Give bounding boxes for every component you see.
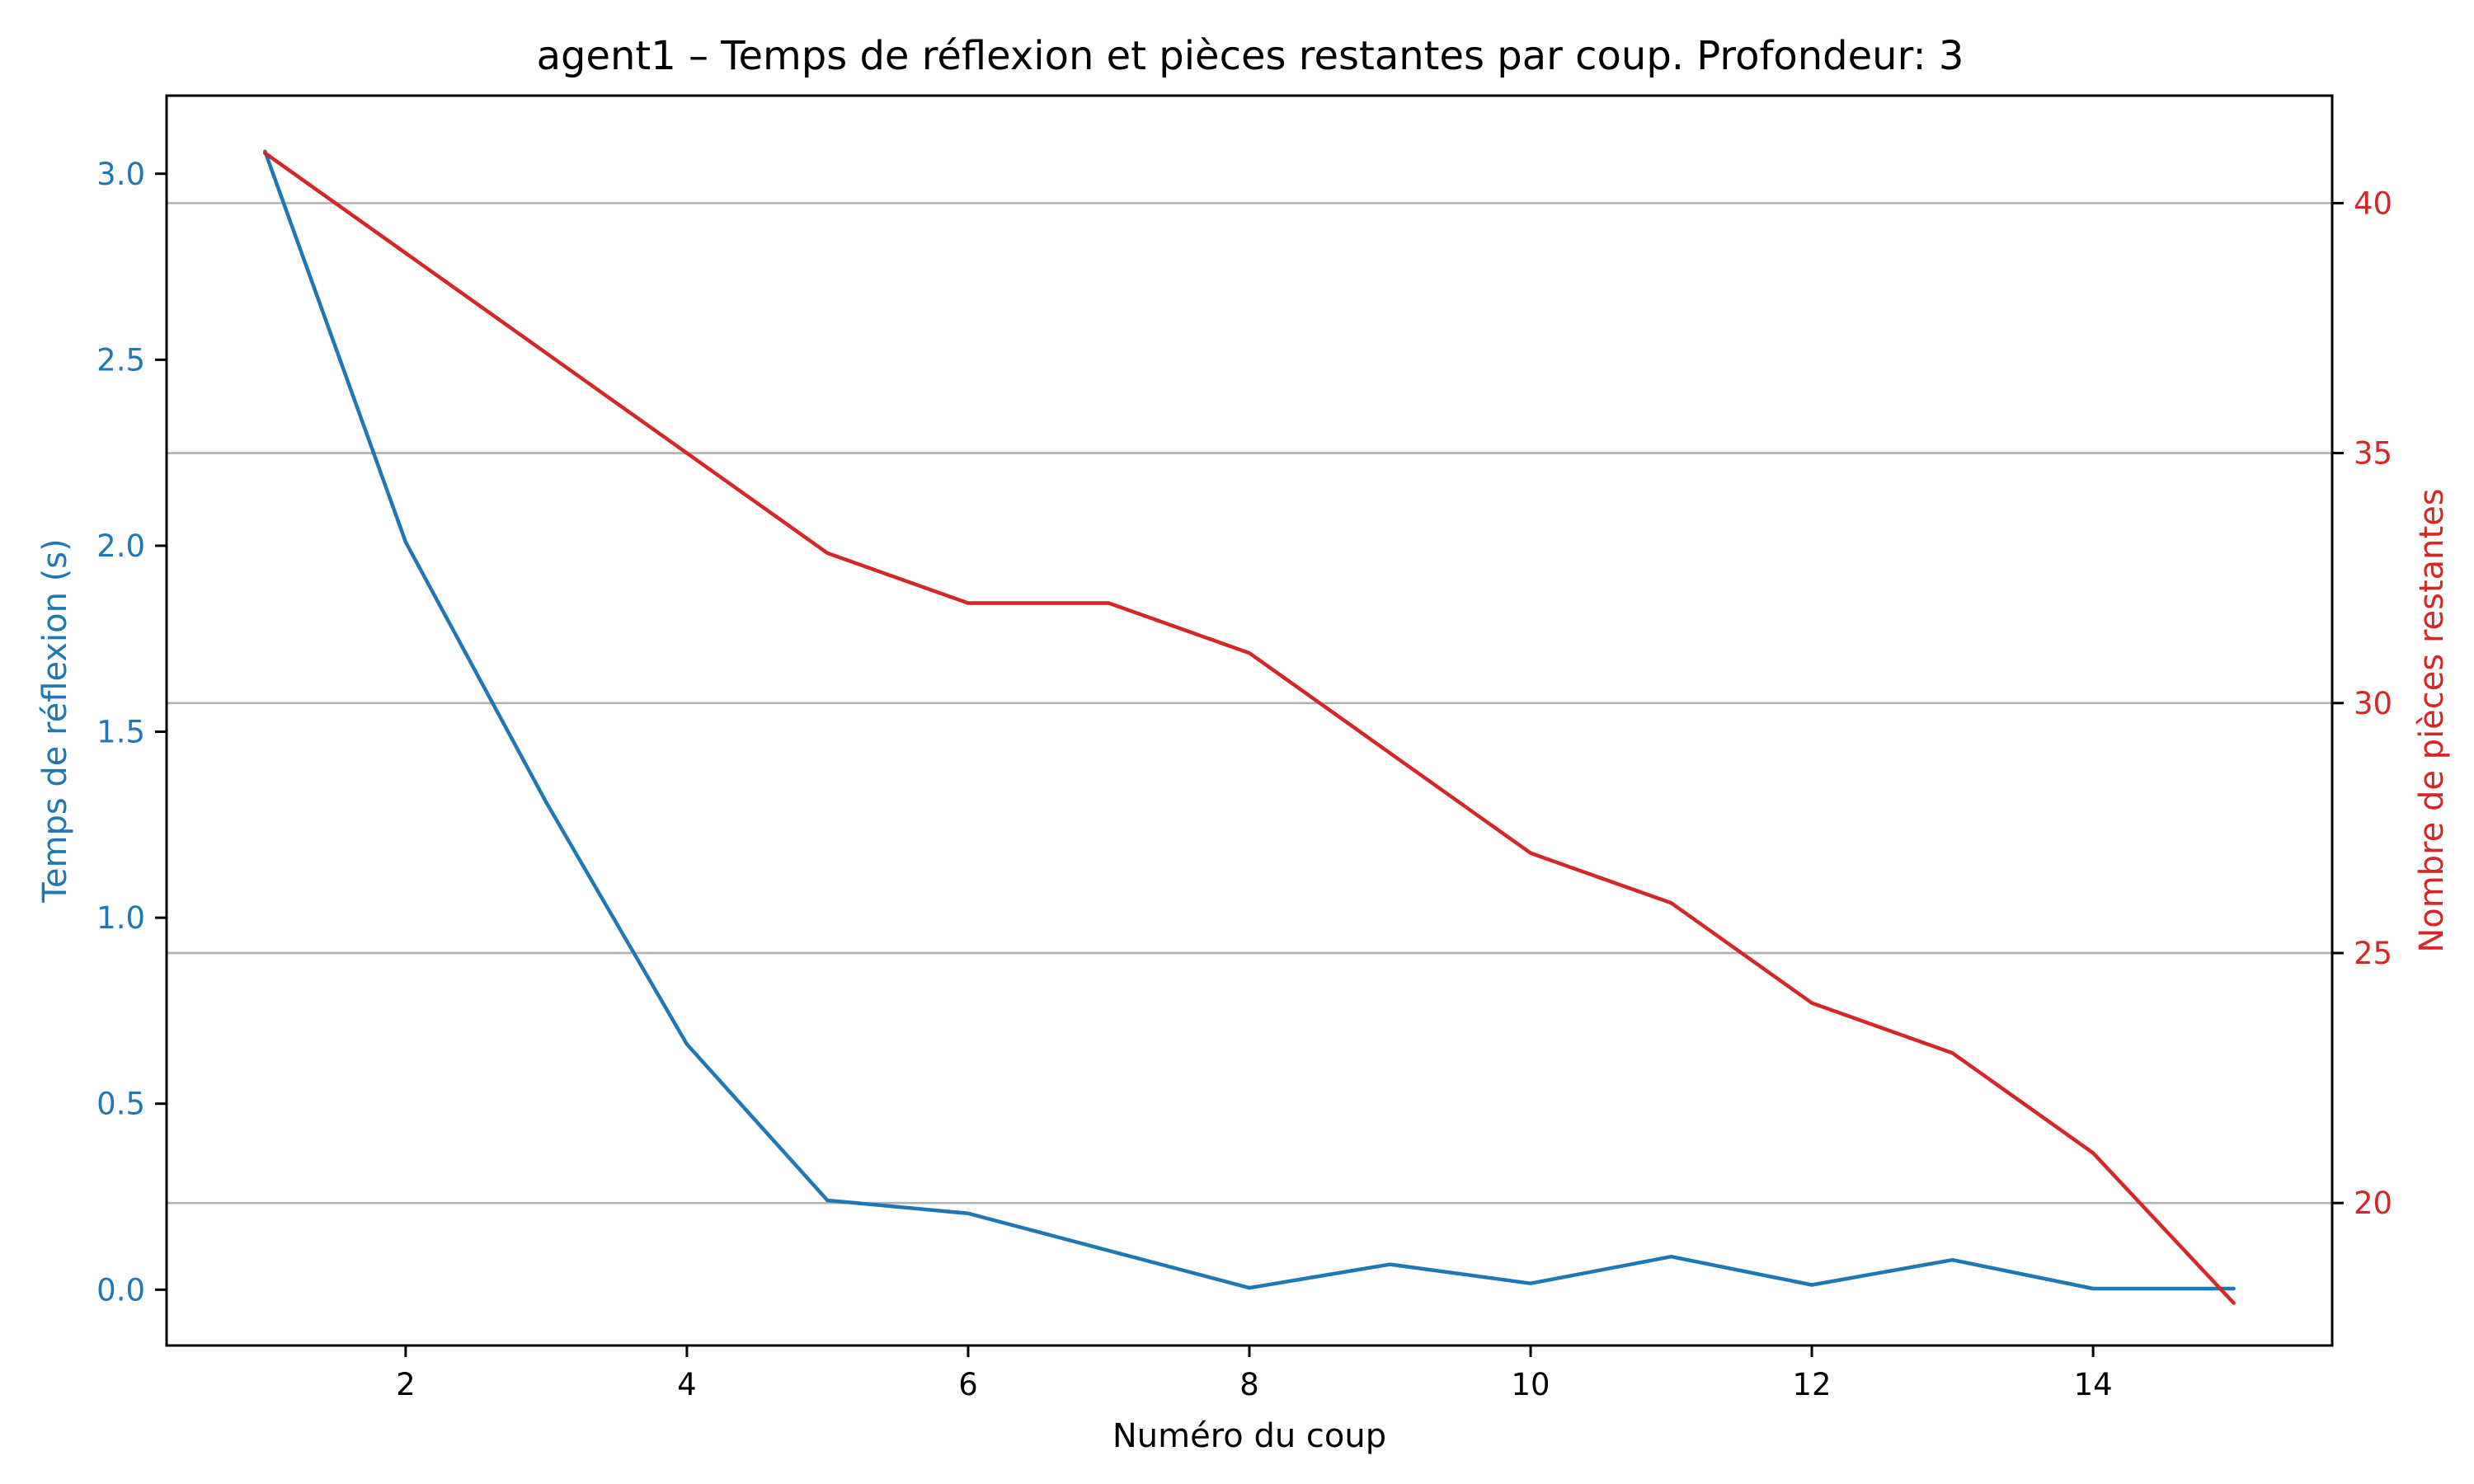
left-tick-label-1.5: 1.5 xyxy=(96,715,145,750)
left-tick-label-0.5: 0.5 xyxy=(96,1087,145,1122)
right-tick-label-25: 25 xyxy=(2354,936,2392,971)
time-point-5 xyxy=(825,1198,830,1203)
series-layer xyxy=(263,149,2236,1305)
right-tick-label-20: 20 xyxy=(2354,1186,2392,1221)
right-axis-label: Nombre de pièces restantes xyxy=(2413,488,2451,952)
time-point-11 xyxy=(1669,1254,1673,1259)
pieces-point-11 xyxy=(1669,901,1673,905)
time-point-14 xyxy=(2091,1286,2095,1291)
time-point-9 xyxy=(1388,1262,1392,1266)
time-point-2 xyxy=(403,540,408,544)
pieces-point-7 xyxy=(1107,601,1111,605)
x-tick-label-4: 4 xyxy=(677,1367,697,1402)
pieces-point-14 xyxy=(2091,1151,2095,1155)
time-point-6 xyxy=(966,1211,971,1216)
right-tick-label-40: 40 xyxy=(2354,186,2392,221)
pieces-point-9 xyxy=(1388,751,1392,755)
time-point-7 xyxy=(1107,1248,1111,1253)
pieces-point-2 xyxy=(403,251,408,256)
pieces-point-4 xyxy=(684,451,689,455)
time-point-12 xyxy=(1809,1283,1814,1287)
time-point-15 xyxy=(2232,1286,2236,1291)
right-tick-label-35: 35 xyxy=(2354,436,2392,472)
right-tick-label-30: 30 xyxy=(2354,686,2392,721)
pieces-point-3 xyxy=(544,351,548,355)
time-point-8 xyxy=(1247,1285,1252,1290)
pieces-point-10 xyxy=(1528,851,1533,855)
left-axis-label: Temps de réflexion (s) xyxy=(36,538,74,904)
x-tick-label-10: 10 xyxy=(1511,1367,1550,1402)
chart-title: agent1 – Temps de réflexion et pièces re… xyxy=(537,33,1964,79)
pieces-point-15 xyxy=(2232,1301,2236,1305)
grid-layer xyxy=(167,202,2332,1205)
pieces-point-6 xyxy=(966,601,971,605)
pieces-point-13 xyxy=(1950,1051,1954,1055)
time-point-4 xyxy=(684,1042,689,1046)
time-point-13 xyxy=(1950,1258,1954,1262)
time-point-10 xyxy=(1528,1281,1533,1285)
left-tick-label-2.5: 2.5 xyxy=(96,342,145,378)
left-tick-label-2: 2.0 xyxy=(96,528,145,564)
tick-layer: 2 4 6 8 10 12 14 0.0 0.5 1.0 1.5 2.0 2.5 3.0 20 25 30 35 4… xyxy=(96,157,2392,1402)
time-point-3 xyxy=(544,801,548,805)
x-tick-label-14: 14 xyxy=(2074,1367,2113,1402)
pieces-point-12 xyxy=(1809,1001,1814,1005)
pieces-point-5 xyxy=(825,551,830,556)
x-axis-label: Numéro du coup xyxy=(1112,1417,1386,1455)
x-tick-label-6: 6 xyxy=(958,1367,978,1402)
left-tick-label-0: 0.0 xyxy=(96,1272,145,1308)
pieces-point-8 xyxy=(1247,650,1252,655)
left-tick-label-3: 3.0 xyxy=(96,157,145,192)
left-tick-label-1: 1.0 xyxy=(96,900,145,936)
x-tick-label-8: 8 xyxy=(1239,1367,1259,1402)
pieces-point-1 xyxy=(263,151,267,155)
x-tick-label-2: 2 xyxy=(396,1367,416,1402)
x-tick-label-12: 12 xyxy=(1793,1367,1832,1402)
